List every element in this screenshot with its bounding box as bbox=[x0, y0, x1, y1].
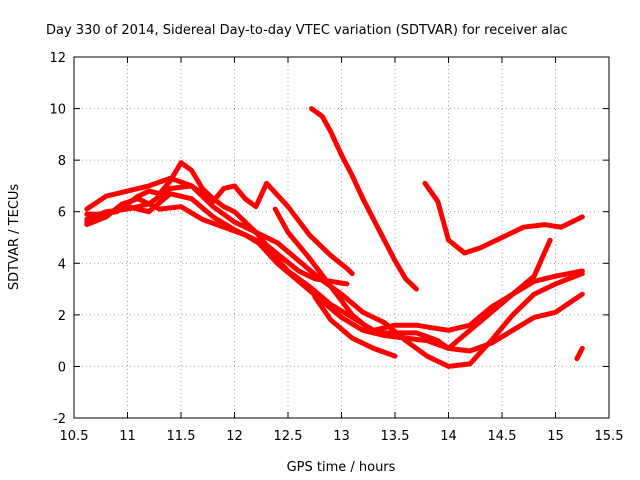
x-tick-label: 10.5 bbox=[60, 429, 89, 444]
y-tick-label: 4 bbox=[58, 257, 66, 272]
series-line-sat-6 bbox=[309, 106, 419, 292]
series-line-sat-8 bbox=[312, 294, 398, 359]
x-tick-label: 15 bbox=[547, 429, 564, 444]
x-tick-label: 12 bbox=[226, 429, 243, 444]
x-axis-label: GPS time / hours bbox=[287, 460, 396, 475]
x-tick-label: 14 bbox=[440, 429, 457, 444]
x-tick-label: 13.5 bbox=[381, 429, 410, 444]
x-tick-label: 11.5 bbox=[167, 429, 196, 444]
series-line-sat-2 bbox=[84, 175, 355, 277]
series-line-sat-9 bbox=[422, 180, 585, 256]
y-tick-label: -2 bbox=[53, 412, 66, 427]
x-tick-label: 11 bbox=[119, 429, 136, 444]
series-line-sat-3 bbox=[84, 196, 585, 333]
chart-title: Day 330 of 2014, Sidereal Day-to-day VTE… bbox=[46, 23, 568, 38]
y-tick-label: 2 bbox=[58, 309, 66, 324]
y-tick-label: 8 bbox=[58, 154, 66, 169]
y-tick-label: 10 bbox=[49, 103, 66, 118]
y-tick-label: 12 bbox=[49, 51, 66, 66]
y-tick-label: 6 bbox=[58, 206, 66, 221]
axis-ticks: 10.5 11 11.5 12 12.5 13 13.5 14 14.5 15 15.5 -2 0 2 4 6… bbox=[49, 51, 623, 444]
grid-lines bbox=[74, 57, 609, 418]
x-tick-label: 12.5 bbox=[274, 429, 303, 444]
series-line-sat-4 bbox=[84, 191, 585, 354]
data-series bbox=[84, 106, 585, 369]
series-line-sat-5 bbox=[84, 183, 585, 369]
y-tick-label: 0 bbox=[58, 360, 66, 375]
x-tick-label: 14.5 bbox=[488, 429, 517, 444]
x-tick-label: 15.5 bbox=[595, 429, 624, 444]
series-line-sat-7 bbox=[272, 206, 553, 351]
x-tick-label: 13 bbox=[333, 429, 350, 444]
series-line-sat-10 bbox=[574, 345, 585, 362]
y-axis-label: SDTVAR / TECUs bbox=[7, 184, 22, 291]
